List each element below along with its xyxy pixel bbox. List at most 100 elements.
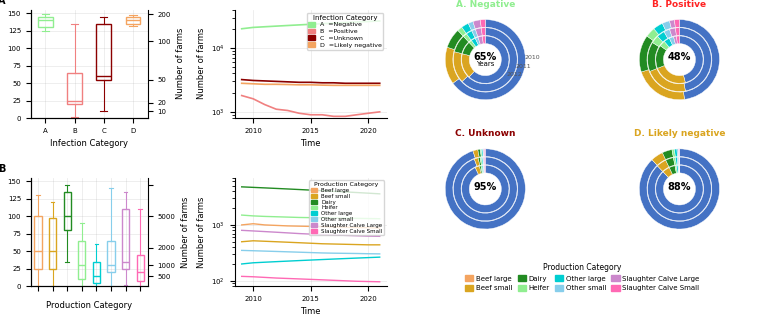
Wedge shape — [478, 157, 482, 165]
Wedge shape — [647, 43, 659, 71]
Wedge shape — [670, 20, 675, 28]
Wedge shape — [664, 38, 673, 47]
Wedge shape — [478, 149, 482, 157]
Text: B: B — [0, 164, 5, 174]
Wedge shape — [670, 28, 677, 37]
Title: B. Positive: B. Positive — [652, 0, 707, 9]
Wedge shape — [473, 20, 482, 29]
Wedge shape — [482, 165, 484, 173]
Text: 2010: 2010 — [525, 55, 540, 60]
Wedge shape — [672, 149, 675, 157]
Text: C: C — [423, 0, 430, 2]
Y-axis label: Number of months: Number of months — [0, 24, 2, 103]
Text: A: A — [0, 0, 5, 6]
Wedge shape — [482, 28, 485, 36]
Wedge shape — [657, 66, 685, 83]
Title: C. Unknown: C. Unknown — [455, 129, 515, 138]
Wedge shape — [473, 149, 479, 158]
Legend: A  =Negative, B  =Positive, C  =Unknown, D  =Likely negative: A =Negative, B =Positive, C =Unknown, D … — [306, 13, 383, 50]
Wedge shape — [480, 149, 482, 157]
Text: Years: Years — [476, 61, 495, 67]
Text: 88%: 88% — [667, 182, 691, 191]
Wedge shape — [453, 52, 468, 81]
Wedge shape — [462, 28, 517, 92]
X-axis label: Time: Time — [300, 139, 321, 148]
Wedge shape — [657, 32, 667, 42]
Wedge shape — [483, 149, 484, 156]
Wedge shape — [677, 149, 678, 156]
Wedge shape — [662, 21, 671, 30]
Wedge shape — [472, 29, 478, 38]
Wedge shape — [475, 166, 482, 175]
Title: A. Negative: A. Negative — [455, 0, 515, 9]
Wedge shape — [467, 31, 475, 40]
Wedge shape — [677, 165, 678, 173]
Wedge shape — [674, 36, 677, 44]
Wedge shape — [664, 29, 672, 38]
Wedge shape — [639, 36, 653, 72]
Wedge shape — [464, 34, 471, 42]
Wedge shape — [481, 166, 483, 173]
Circle shape — [667, 47, 692, 73]
Wedge shape — [674, 157, 677, 165]
Wedge shape — [657, 160, 669, 171]
Legend: Beef large, Beef small, Dairy, Heifer, Other large, Other small, Slaughter Calve: Beef large, Beef small, Dairy, Heifer, O… — [310, 181, 384, 236]
Y-axis label: Number of farms: Number of farms — [197, 196, 206, 268]
Wedge shape — [678, 165, 679, 173]
Wedge shape — [469, 36, 509, 83]
Wedge shape — [674, 20, 680, 27]
Wedge shape — [663, 168, 673, 177]
Wedge shape — [445, 149, 525, 229]
Wedge shape — [483, 165, 485, 173]
Circle shape — [472, 176, 498, 202]
Wedge shape — [479, 166, 482, 173]
Wedge shape — [484, 165, 485, 173]
Wedge shape — [482, 157, 483, 165]
Wedge shape — [447, 31, 463, 50]
Wedge shape — [680, 20, 720, 100]
Wedge shape — [639, 149, 720, 229]
Wedge shape — [478, 36, 483, 45]
Wedge shape — [674, 149, 677, 157]
Circle shape — [667, 176, 692, 202]
Wedge shape — [482, 36, 485, 44]
Wedge shape — [458, 27, 466, 36]
Wedge shape — [453, 157, 517, 221]
Wedge shape — [647, 157, 711, 221]
Wedge shape — [680, 36, 703, 83]
Wedge shape — [666, 158, 675, 167]
Wedge shape — [480, 157, 482, 165]
Wedge shape — [483, 157, 484, 165]
Wedge shape — [462, 54, 475, 77]
Wedge shape — [462, 42, 475, 56]
Wedge shape — [482, 149, 483, 157]
Wedge shape — [675, 28, 680, 36]
Text: 2012: 2012 — [507, 73, 522, 77]
Wedge shape — [675, 165, 677, 173]
Text: 95%: 95% — [474, 182, 497, 191]
Y-axis label: Number of farms: Number of farms — [197, 28, 206, 100]
Wedge shape — [480, 20, 485, 27]
Wedge shape — [678, 149, 679, 156]
Wedge shape — [455, 36, 468, 54]
Wedge shape — [680, 28, 711, 91]
Y-axis label: Number of farms: Number of farms — [180, 196, 190, 268]
Wedge shape — [653, 36, 663, 47]
Wedge shape — [462, 24, 472, 33]
Title: D. Likely negative: D. Likely negative — [634, 129, 725, 138]
Wedge shape — [654, 24, 666, 35]
Wedge shape — [656, 165, 703, 213]
Y-axis label: Number of months: Number of months — [0, 192, 2, 272]
Wedge shape — [475, 28, 482, 37]
Wedge shape — [484, 149, 485, 156]
Wedge shape — [469, 40, 476, 48]
X-axis label: Time: Time — [300, 308, 321, 316]
Wedge shape — [453, 20, 525, 100]
Text: 65%: 65% — [474, 52, 497, 62]
Wedge shape — [660, 41, 669, 50]
X-axis label: Infection Category: Infection Category — [50, 139, 128, 148]
Wedge shape — [475, 37, 480, 45]
Wedge shape — [484, 157, 485, 165]
Wedge shape — [669, 166, 677, 175]
Wedge shape — [670, 37, 675, 45]
